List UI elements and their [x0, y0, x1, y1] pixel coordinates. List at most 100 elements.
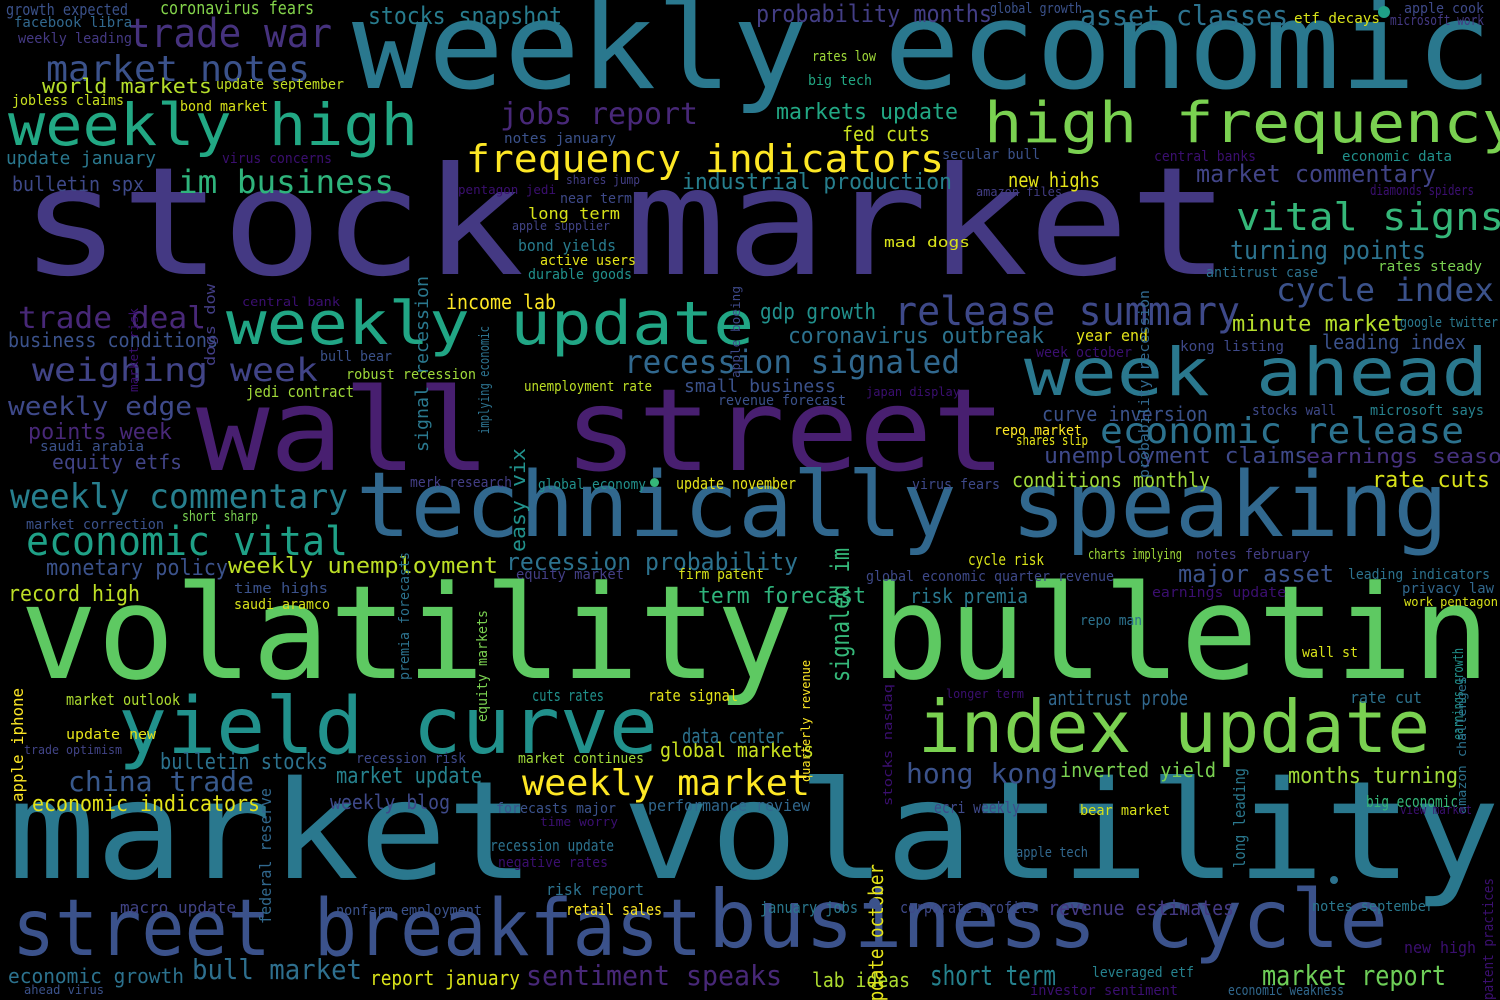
word-release-summary: release summary	[894, 289, 1241, 335]
word-economic-growth: economic growth	[8, 964, 185, 988]
word-rates-steady: rates steady	[1378, 259, 1483, 275]
word-bull-market: bull market	[192, 953, 363, 986]
word-business-conditions: business conditions	[8, 328, 219, 352]
word-market-correction: market correction	[26, 517, 165, 533]
word-weekly-market: weekly market	[522, 763, 811, 804]
word-conditions-monthly: conditions monthly	[1012, 468, 1211, 492]
word-cycle-index: cycle index	[1276, 271, 1494, 309]
word-vital-signs: vital signs	[1236, 195, 1500, 239]
word-industrial-production: industrial production	[682, 170, 953, 195]
word-bulletin-stocks: bulletin stocks	[160, 750, 329, 775]
word-ahead-virus: ahead virus	[24, 983, 105, 997]
word-corporate-profits: corporate profits	[900, 898, 1037, 917]
word-weekly-unemployment: weekly unemployment	[228, 554, 499, 579]
word-technically-speaking: technically speaking	[356, 453, 1449, 558]
word-equity-etfs: equity etfs	[52, 450, 183, 474]
word-earnings-season: earnings season	[1306, 444, 1500, 468]
word-trade-deal: trade deal	[18, 301, 207, 336]
word-facebook-libra: facebook libra	[14, 15, 133, 31]
word-privacy-law: privacy law	[1402, 581, 1495, 597]
word-market-notes: market notes	[46, 49, 311, 90]
word-signal-recession: signal recession	[412, 276, 433, 452]
word-leading-indicators: leading indicators	[1348, 567, 1491, 583]
word-update-november: update november	[676, 474, 797, 493]
word-term-forecast: term forecast	[698, 584, 867, 609]
word-federal-reserve: federal reserve	[256, 787, 275, 924]
word-microsoft-says: microsoft says	[1370, 403, 1485, 419]
word-view-market: view market	[1400, 803, 1473, 817]
word-growth-expected: growth expected	[6, 0, 129, 19]
word-market-outlook: market outlook	[66, 690, 180, 709]
word-china-trade: china trade	[68, 765, 255, 798]
word-coronavirus-fears: coronavirus fears	[160, 0, 315, 19]
word-curve-inversion: curve inversion	[1042, 402, 1209, 426]
word-street-breakfast: street breakfast	[12, 884, 702, 974]
word-big-tech: big tech	[808, 73, 873, 89]
word-robust-recession: robust recession	[346, 367, 476, 383]
word-pentagon-jedi: pentagon jedi	[458, 183, 557, 197]
word-japan-display: japan display	[866, 385, 961, 399]
word-months-turning: months turning	[1288, 764, 1459, 789]
word-rates-low: rates low	[812, 49, 877, 65]
word-week-ahead: week ahead	[1024, 334, 1489, 411]
word-longer-term: longer term	[946, 687, 1025, 701]
word-notes-september: notes september	[1312, 899, 1435, 915]
word-risk-report: risk report	[546, 880, 645, 899]
word-coronavirus-outbreak: coronavirus outbreak	[788, 324, 1045, 349]
word-implying-economic: implying economic	[477, 325, 493, 434]
word-long-leading: long leading	[1230, 768, 1249, 868]
word-quarterly-revenue: quarterly revenue	[799, 659, 813, 782]
word-index-update: index update	[918, 685, 1430, 769]
word-earnings-update: earnings update	[1152, 585, 1287, 601]
word-world-markets: world markets	[42, 74, 213, 98]
word-jedi-contract: jedi contract	[246, 382, 355, 401]
word-global-economy: global economy	[538, 477, 647, 493]
word-dogs-dow: dogs dow	[203, 283, 219, 366]
word-weekly-blog: weekly blog	[330, 790, 451, 814]
word-weekly-leading: weekly leading	[18, 31, 133, 47]
word-bear-market: bear market	[1080, 803, 1171, 819]
word-equity-market: equity market	[516, 567, 625, 583]
word-antitrust-probe: antitrust probe	[1048, 686, 1189, 710]
word-points-week: points week	[28, 420, 173, 445]
word-stock-market: stock market	[20, 136, 1231, 310]
dot-mark	[869, 898, 880, 909]
word-nonfarm-employment: nonfarm employment	[336, 903, 483, 919]
word-im-business: im business	[178, 163, 394, 201]
word-stocks-nasdaq: stocks nasdaq	[881, 683, 895, 806]
word-cuts-rates: cuts rates	[532, 686, 604, 705]
word-unemployment-rate: unemployment rate	[524, 379, 653, 395]
word-update-october: update october	[864, 863, 888, 1000]
word-economic-release: economic release	[1100, 411, 1464, 452]
word-durable-goods: durable goods	[528, 267, 633, 283]
word-minute-market: minute market	[1232, 312, 1405, 337]
word-january-jobs: january jobs	[760, 898, 858, 917]
word-market-commentary: market commentary	[1196, 160, 1437, 188]
word-charts-implying: charts implying	[1088, 547, 1183, 563]
word-apple-tech: apple tech	[1016, 845, 1089, 861]
word-week-october: week october	[1036, 345, 1133, 361]
word-shares-jump: shares jump	[566, 173, 641, 187]
word-new-high: new high	[1404, 938, 1476, 957]
word-easy-vix: easy vix	[506, 448, 530, 552]
word-economic-vital: economic vital	[26, 519, 349, 565]
word-retail-sales: retail sales	[566, 900, 662, 919]
word-update-september: update september	[216, 77, 344, 93]
word-frequency-indicators: frequency indicators	[466, 137, 945, 181]
word-high-frequency: high frequency	[984, 91, 1500, 156]
word-diamonds-spiders: diamonds spiders	[1370, 183, 1474, 199]
word-weekly-commentary: weekly commentary	[10, 477, 349, 517]
word-recession-probability: recession probability	[506, 548, 799, 576]
word-data-center: data center	[682, 724, 785, 748]
word-equity-markets: equity markets	[475, 609, 491, 722]
dot-mark	[650, 478, 659, 487]
word-income-lab: income lab	[446, 290, 557, 314]
word-amazon-files: amazon files	[976, 185, 1063, 199]
word-negative-rates: negative rates	[498, 855, 609, 871]
word-near-term: near term	[560, 191, 633, 207]
word-weighing-week: weighing week	[32, 351, 318, 389]
word-sentiment-speaks: sentiment speaks	[526, 959, 782, 992]
word-global-growth: global growth	[990, 1, 1083, 17]
word-work-pentagon: work pentagon	[1404, 595, 1499, 609]
